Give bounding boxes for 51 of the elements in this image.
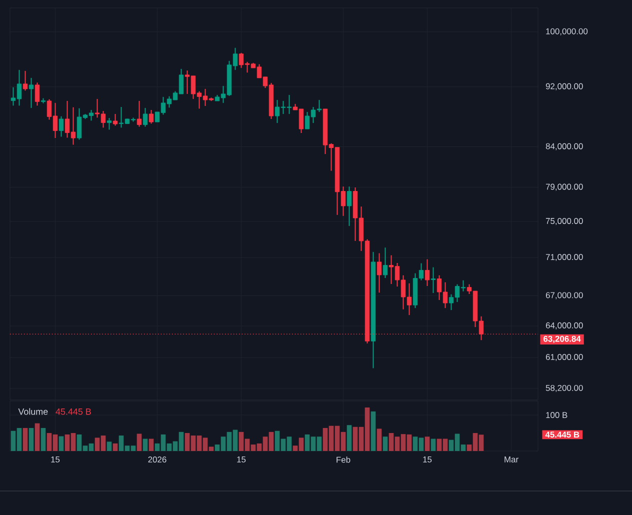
- bar: [382, 436, 388, 451]
- x-tick-label: 15: [51, 456, 60, 462]
- bar: [34, 423, 40, 451]
- y-tick-label: 79,000.00: [546, 184, 583, 191]
- y-tick-label: 71,000.00: [546, 254, 583, 262]
- y-tick-label: 75,000.00: [546, 218, 583, 225]
- candlestick: [58, 116, 64, 138]
- bar: [346, 425, 352, 451]
- bar: [370, 411, 376, 451]
- y-tick-label: 58,200.00: [546, 384, 583, 392]
- ref-line-label: 63,206.84: [544, 336, 581, 344]
- x-tick-label: 2026: [148, 456, 166, 463]
- bar: [136, 434, 142, 451]
- annotation: 45.445 B: [56, 408, 91, 415]
- bar: [376, 428, 382, 451]
- bar: [28, 428, 34, 451]
- candlestick: [28, 77, 34, 108]
- text: 45.445 B: [545, 432, 580, 438]
- candlestick: [430, 266, 436, 294]
- candlestick: [136, 100, 142, 128]
- text: Volume: [18, 408, 48, 415]
- candlestick: [112, 113, 118, 126]
- candlestick: [376, 252, 382, 294]
- candlestick: [346, 186, 352, 226]
- x-tick-label: 15: [237, 456, 246, 462]
- bar: [148, 438, 154, 451]
- x-tick-label: Mar: [504, 456, 518, 462]
- bar: [430, 438, 436, 451]
- y-tick-label: 100,000.00: [546, 28, 588, 36]
- candlestick: [106, 117, 112, 130]
- bar: [22, 428, 28, 451]
- candlestick: [424, 258, 430, 286]
- y-tick-label: 61,000.00: [546, 354, 583, 362]
- y-tick-label: 64,000.00: [546, 322, 583, 330]
- candlestick: [382, 247, 388, 279]
- bar: [112, 443, 118, 451]
- y-tick-label: 67,000.00: [546, 292, 583, 300]
- y-tick-label: 84,000.00: [546, 143, 583, 150]
- y-tick-label: 92,000.00: [546, 83, 583, 90]
- bar: [424, 436, 430, 451]
- candlestick: [22, 70, 28, 92]
- candlestick: [142, 107, 148, 128]
- bar: [106, 442, 112, 451]
- x-tick-label: 15: [423, 456, 432, 462]
- y-tick-label: 100 B: [546, 412, 568, 418]
- bar: [40, 428, 46, 451]
- bar: [142, 438, 148, 451]
- candlestick: [148, 109, 154, 124]
- x-tick-label: Feb: [336, 456, 350, 463]
- bar: [58, 436, 64, 451]
- candlestick: [34, 82, 40, 106]
